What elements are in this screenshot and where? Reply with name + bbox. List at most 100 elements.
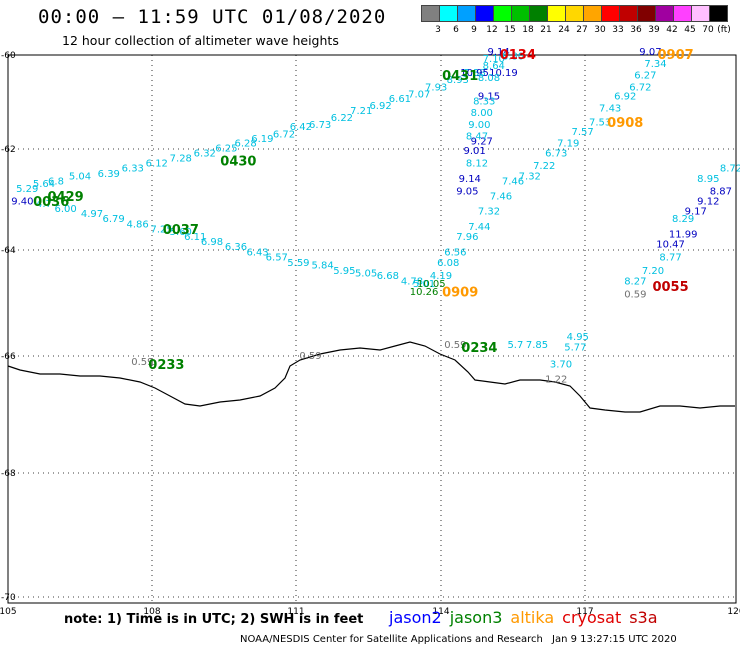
wave-height-value: 6.28 [234,139,256,150]
scale-label: 18 [522,25,534,35]
satellite-legend: jason2 jason3 altika cryosat s3a [389,608,666,627]
pass-time-label: 0908 [607,116,643,131]
wave-height-value: 10.05 [417,279,446,290]
pass-time-label: 0909 [442,285,478,300]
x-tick-label: 117 [576,607,593,617]
wave-height-value: 8.64 [483,61,505,72]
x-tick-label: 111 [287,607,304,617]
wave-height-value: 8.08 [478,73,500,84]
wave-height-value: 7.46 [490,192,512,203]
wave-height-value: 11.99 [669,229,698,240]
antarctic-coastline [7,341,735,413]
pass-time-label: 0429 [48,190,84,205]
wave-height-value: 4.7 [36,199,52,210]
y-tick-label: -68 [1,469,16,479]
wave-height-value: 5.05 [355,269,377,280]
wave-height-value: 0.59 [444,340,466,351]
wave-height-value: 10.47 [656,239,685,250]
wave-height-value: 9.27 [471,136,493,147]
wave-height-value: 10.19 [489,68,518,79]
scale-label: 33 [612,25,624,35]
wave-height-value: 5.29 [16,184,38,195]
wave-height-value: 6.08 [437,258,459,269]
wave-height-value: 6.92 [614,92,636,103]
wave-height-value: 8.27 [624,276,646,287]
wave-height-value: 5.95 [333,266,355,277]
x-tick-label: 120 [727,607,740,617]
scale-swatch [583,5,602,22]
wave-height-value: 8.80 [502,52,524,63]
scale-swatch [673,5,692,22]
wave-height-value: 6.22 [331,113,353,124]
pass-time-label: 0233 [148,358,184,373]
pass-time-label: 0055 [652,280,688,295]
scale-label: 24 [558,25,570,35]
wave-height-value: 9.01 [463,146,485,157]
scale-label: 15 [504,25,516,35]
wave-height-value: 6.73 [545,149,567,160]
wave-height-value: 5.04 [69,171,91,182]
footer: NOAA/NESDIS Center for Satellite Applica… [240,634,683,645]
wave-height-value: 6.8 [48,176,64,187]
wave-height-tracks: 5.295.646.8 5.04 6.39 6.33 6.12 7.28 6.32 6.256… [11,47,740,385]
footer-agency: NOAA/NESDIS Center for Satellite Applica… [240,634,543,645]
wave-height-value: 6.56 [444,247,466,258]
page-title: 00:00 – 11:59 UTC 01/08/2020 [38,6,387,28]
pass-time-label: 0430 [220,155,256,170]
wave-height-value: 6.00 [54,204,76,215]
scale-label: 70 [702,25,714,35]
wave-height-value: 6.43 [246,247,268,258]
wave-height-value: 10.95 [460,68,489,79]
wave-height-value: 6.79 [102,214,124,225]
scale-swatch [457,5,476,22]
wave-height-value: 5.77 [564,343,586,354]
wave-height-value: 8.72 [720,164,740,175]
y-tick-label: -66 [1,352,16,362]
wave-height-value: 6.25 [215,144,237,155]
graticule [7,54,737,603]
wave-height-value: 7.10 [483,54,505,65]
wave-height-value: 6.72 [629,82,651,93]
wave-height-value: 7.19 [557,139,579,150]
x-tick-label: 114 [432,607,449,617]
wave-height-value: 8.47 [466,132,488,143]
wave-height-value: 6.73 [309,120,331,131]
wave-height-value: 7.28 [170,154,192,165]
y-tick-label: -62 [1,145,16,155]
scale-swatch [637,5,656,22]
wave-height-value: 1.22 [545,374,567,385]
wave-height-value: 6.57 [266,253,288,264]
wave-height-value: 9.14 [487,47,509,58]
wave-height-value: 5.7 [507,340,523,351]
scale-swatch [421,5,440,22]
wave-height-value: 6.39 [98,169,120,180]
wave-height-value: 8.00 [471,108,493,119]
wave-height-value: 6.27 [634,71,656,82]
scale-swatch [511,5,530,22]
scale-label: 3 [435,25,441,35]
wave-height-value: 6.92 [369,101,391,112]
scale-label: 45 [684,25,696,35]
wave-height-value: 8.77 [659,253,681,264]
wave-height-value: 9.07 [639,47,661,58]
wave-height-value: 0.59 [299,351,321,362]
wave-height-value: 4.95 [567,332,589,343]
pass-time-label: 0234 [461,341,497,356]
wave-height-value: 5.59 [287,258,309,269]
pass-time-label: 0907 [658,48,694,63]
legend-cryosat: cryosat [562,608,622,627]
wave-height-value: 5.01 [413,279,435,290]
scale-swatch [529,5,548,22]
pass-time-label: 0037 [163,223,199,238]
wave-height-value: 7.44 [468,222,490,233]
wave-height-value: 7.32 [519,171,541,182]
wave-height-value: 5.64 [33,179,55,190]
wave-height-value: 7.43 [599,103,621,114]
wave-height-value: 6.33 [122,164,144,175]
legend-altika: altika [510,608,555,627]
scale-swatch [655,5,674,22]
wave-height-value: 3.70 [550,360,572,371]
wave-height-value: 4.97 [81,209,103,220]
scale-label: 9 [471,25,477,35]
